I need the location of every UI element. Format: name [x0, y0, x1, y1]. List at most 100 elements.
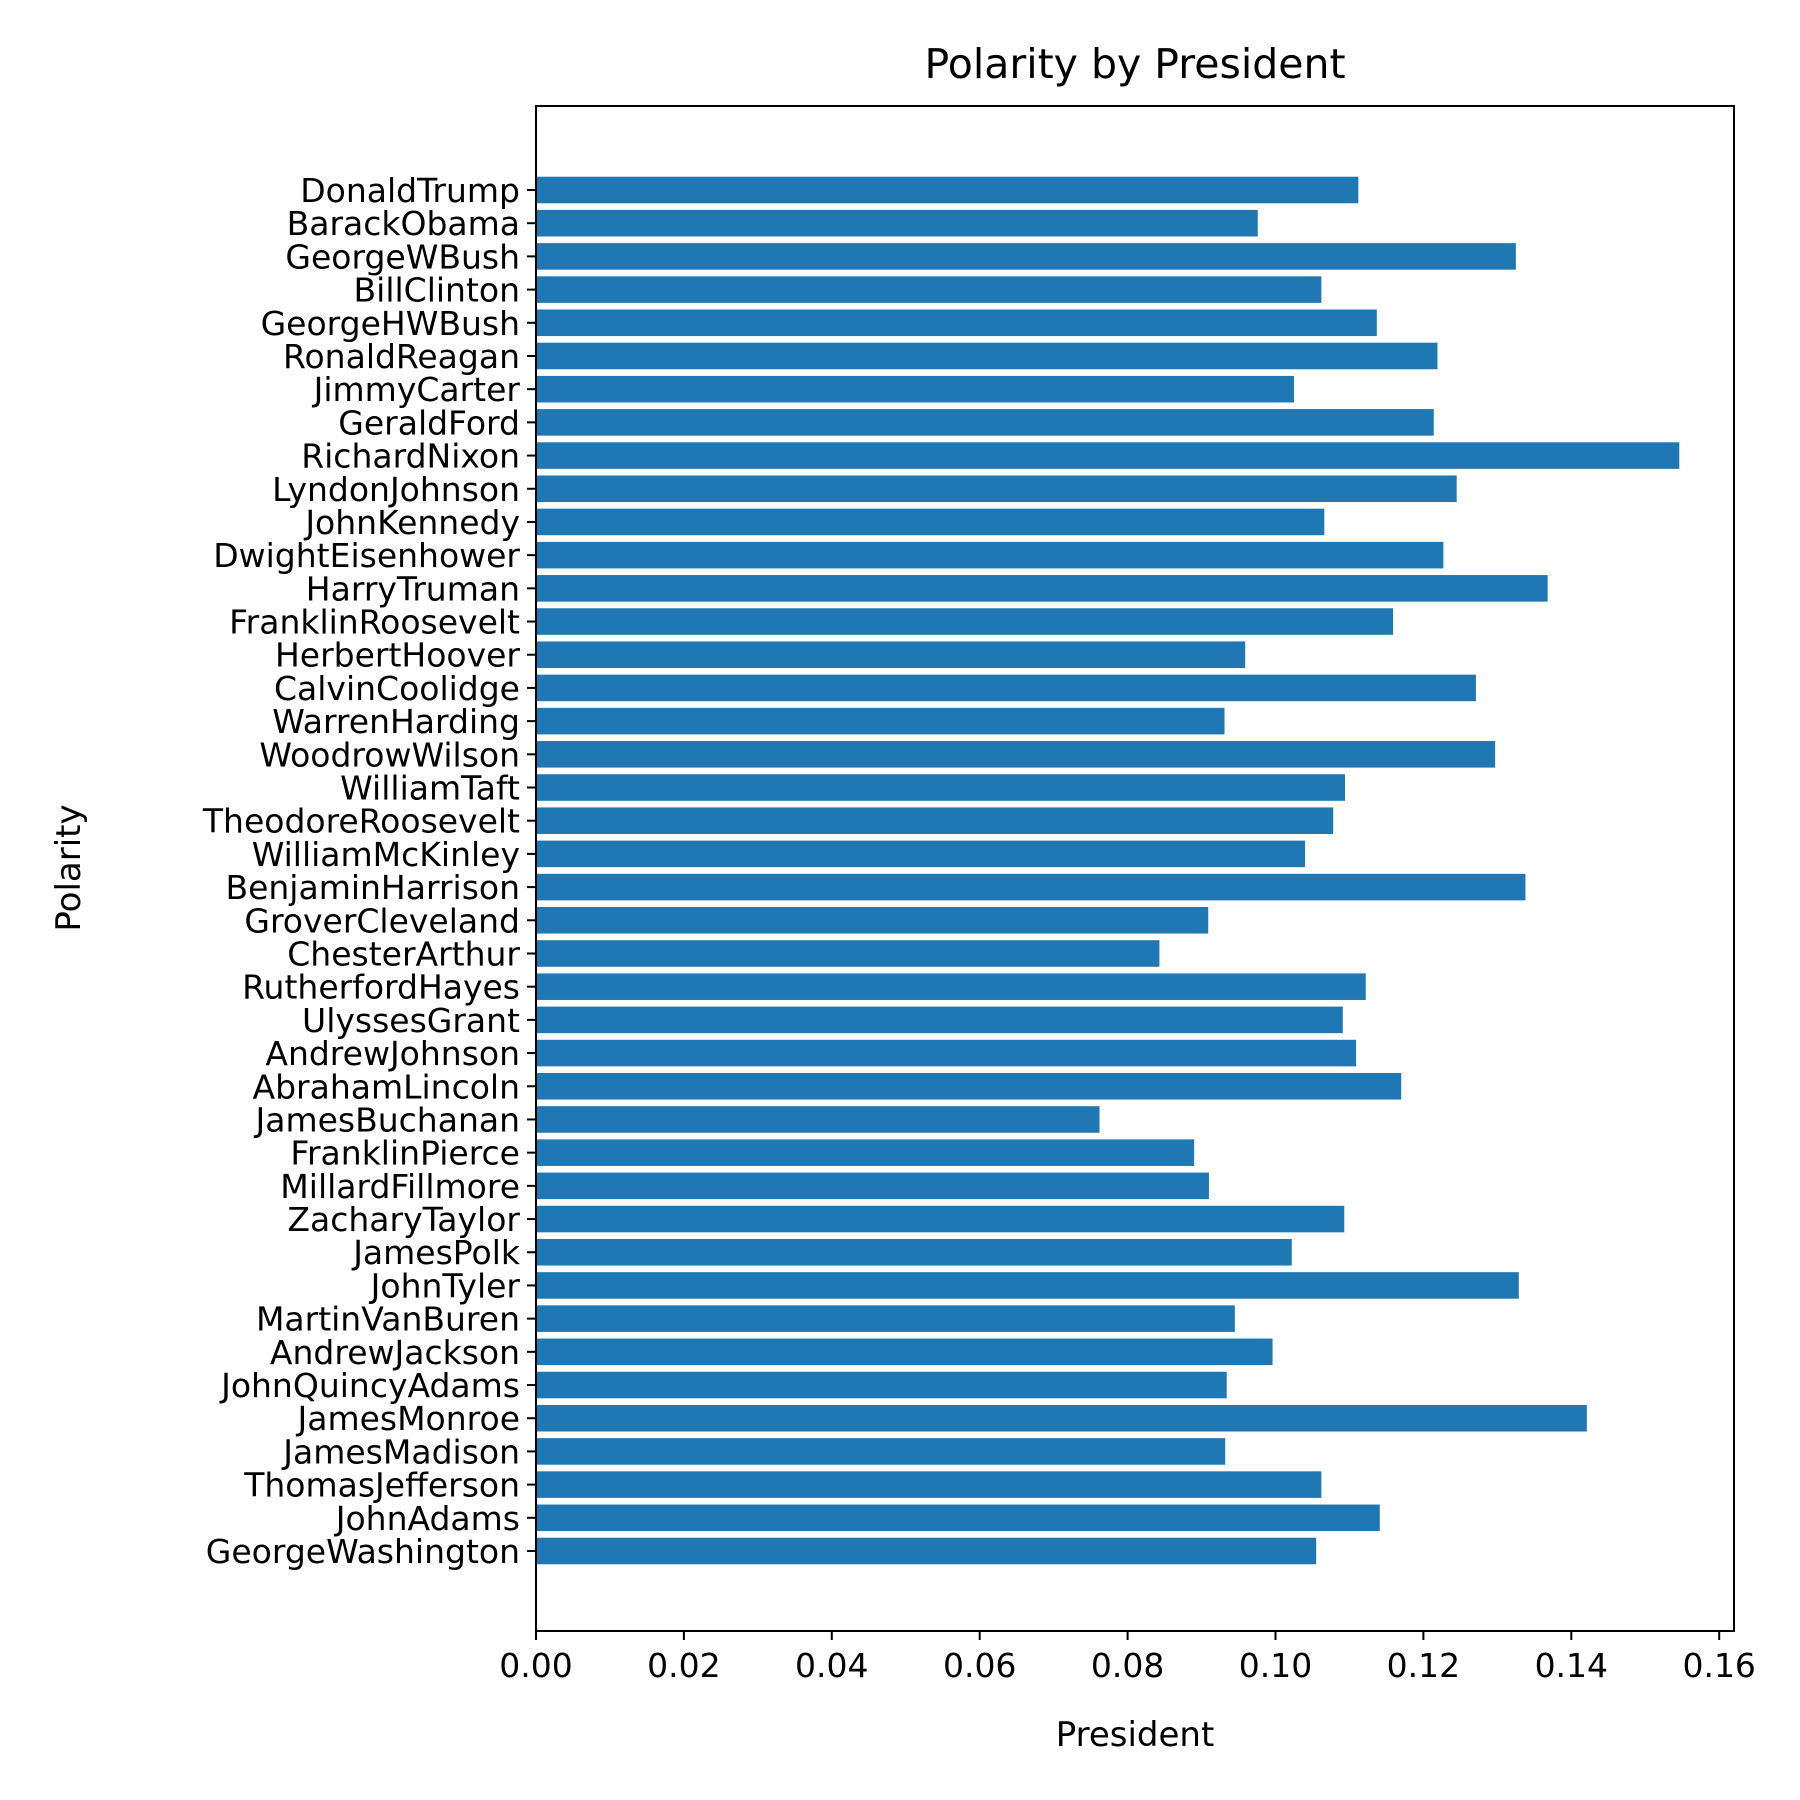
x-tick-label: 0.08 [1091, 1646, 1164, 1685]
y-tick-label: DonaldTrump [300, 171, 520, 210]
bar [536, 1305, 1235, 1332]
y-tick-label: BillClinton [354, 271, 520, 310]
y-tick-label: MillardFillmore [280, 1167, 520, 1206]
bar [536, 674, 1476, 702]
y-tick-label: WilliamMcKinley [252, 835, 520, 874]
y-tick-label: JohnQuincyAdams [219, 1366, 520, 1405]
y-axis-ticks: GeorgeWashingtonJohnAdamsThomasJefferson… [202, 171, 536, 1571]
y-tick-label: AbrahamLincoln [253, 1067, 520, 1106]
y-tick-label: GeorgeHWBush [261, 304, 520, 343]
bar [536, 641, 1246, 669]
plot-frame [535, 105, 1735, 1632]
y-tick-label: BenjaminHarrison [225, 868, 520, 907]
y-tick-label: FranklinPierce [290, 1134, 520, 1173]
x-tick-label: 0.16 [1682, 1646, 1755, 1685]
bar [536, 1272, 1519, 1299]
x-tick-label: 0.10 [1239, 1646, 1312, 1685]
y-tick-label: JamesMadison [281, 1432, 520, 1471]
bar [536, 873, 1526, 901]
bar [536, 1139, 1195, 1166]
chart-title: Polarity by President [924, 40, 1345, 88]
bar [536, 342, 1438, 370]
bar [536, 807, 1334, 834]
x-tick-label: 0.06 [943, 1646, 1016, 1685]
bar [536, 707, 1225, 735]
bar [536, 243, 1516, 270]
y-tick-label: JamesPolk [351, 1233, 521, 1272]
y-tick-label: JamesMonroe [295, 1399, 520, 1438]
bar [536, 840, 1306, 868]
x-tick-label: 0.00 [499, 1646, 572, 1685]
bar [536, 1238, 1292, 1266]
y-tick-label: GeraldFord [338, 403, 520, 442]
bar [536, 1338, 1273, 1366]
y-tick-label: GeorgeWBush [285, 237, 520, 276]
bar [536, 1537, 1317, 1565]
y-tick-label: HarryTruman [306, 569, 520, 608]
bar [536, 1504, 1380, 1532]
y-tick-label: GroverCleveland [244, 901, 520, 940]
y-tick-label: UlyssesGrant [302, 1001, 520, 1040]
bar [536, 1006, 1343, 1034]
bar [536, 1404, 1587, 1432]
bar [536, 442, 1680, 469]
y-tick-label: FranklinRoosevelt [229, 603, 520, 642]
bar [536, 1371, 1227, 1399]
y-tick-label: AndrewJackson [270, 1333, 520, 1372]
y-tick-label: RichardNixon [301, 437, 520, 476]
y-tick-label: GeorgeWashington [206, 1532, 520, 1571]
bar [536, 1106, 1100, 1133]
y-tick-label: AndrewJohnson [265, 1034, 520, 1073]
x-axis-label: President [1056, 1715, 1215, 1755]
bar [536, 774, 1346, 801]
y-tick-label: RutherfordHayes [242, 968, 520, 1007]
bar [536, 741, 1496, 768]
bar [536, 1205, 1345, 1233]
x-tick-label: 0.14 [1535, 1646, 1608, 1685]
y-tick-label: JohnKennedy [303, 503, 520, 542]
bar [536, 575, 1548, 602]
y-tick-label: ThomasJefferson [243, 1466, 520, 1505]
bar [536, 508, 1325, 536]
y-tick-label: WilliamTaft [340, 769, 520, 808]
y-tick-label: ChesterArthur [287, 934, 520, 973]
bar [536, 1172, 1209, 1200]
bar [536, 1039, 1357, 1067]
y-axis-label: Polarity [49, 804, 89, 931]
bar [536, 907, 1209, 934]
bar [536, 940, 1160, 967]
y-tick-label: LyndonJohnson [272, 470, 520, 509]
x-axis-ticks: 0.00 0.02 0.04 0.06 0.08 0.10 0.12 0.14 0.16 [499, 1631, 1756, 1685]
bar [536, 309, 1377, 337]
y-tick-label: JimmyCarter [312, 370, 521, 409]
y-tick-label: DwightEisenhower [213, 536, 520, 575]
bar [536, 1438, 1226, 1465]
bar [536, 375, 1294, 403]
y-tick-label: HerbertHoover [275, 636, 520, 675]
bar [536, 1471, 1322, 1498]
y-tick-label: JohnAdams [334, 1499, 520, 1538]
y-tick-label: WarrenHarding [272, 702, 520, 741]
y-tick-label: JohnTyler [369, 1266, 521, 1305]
bar [536, 276, 1322, 303]
y-tick-label: ZacharyTaylor [287, 1200, 520, 1239]
y-tick-label: BarackObama [287, 204, 520, 243]
bars-group [536, 176, 1680, 1565]
bar [536, 176, 1359, 204]
y-tick-label: RonaldReagan [283, 337, 520, 376]
bar [536, 209, 1258, 237]
bar [536, 541, 1444, 569]
bar [536, 409, 1434, 436]
bar [536, 973, 1366, 1000]
y-tick-label: MartinVanBuren [256, 1300, 520, 1339]
bar [536, 608, 1394, 635]
y-tick-label: WoodrowWilson [259, 735, 520, 774]
x-tick-label: 0.02 [647, 1646, 720, 1685]
x-tick-label: 0.12 [1387, 1646, 1460, 1685]
y-tick-label: JamesBuchanan [254, 1100, 520, 1139]
x-tick-label: 0.04 [795, 1646, 868, 1685]
y-tick-label: CalvinCoolidge [274, 669, 520, 708]
bar [536, 1072, 1402, 1100]
